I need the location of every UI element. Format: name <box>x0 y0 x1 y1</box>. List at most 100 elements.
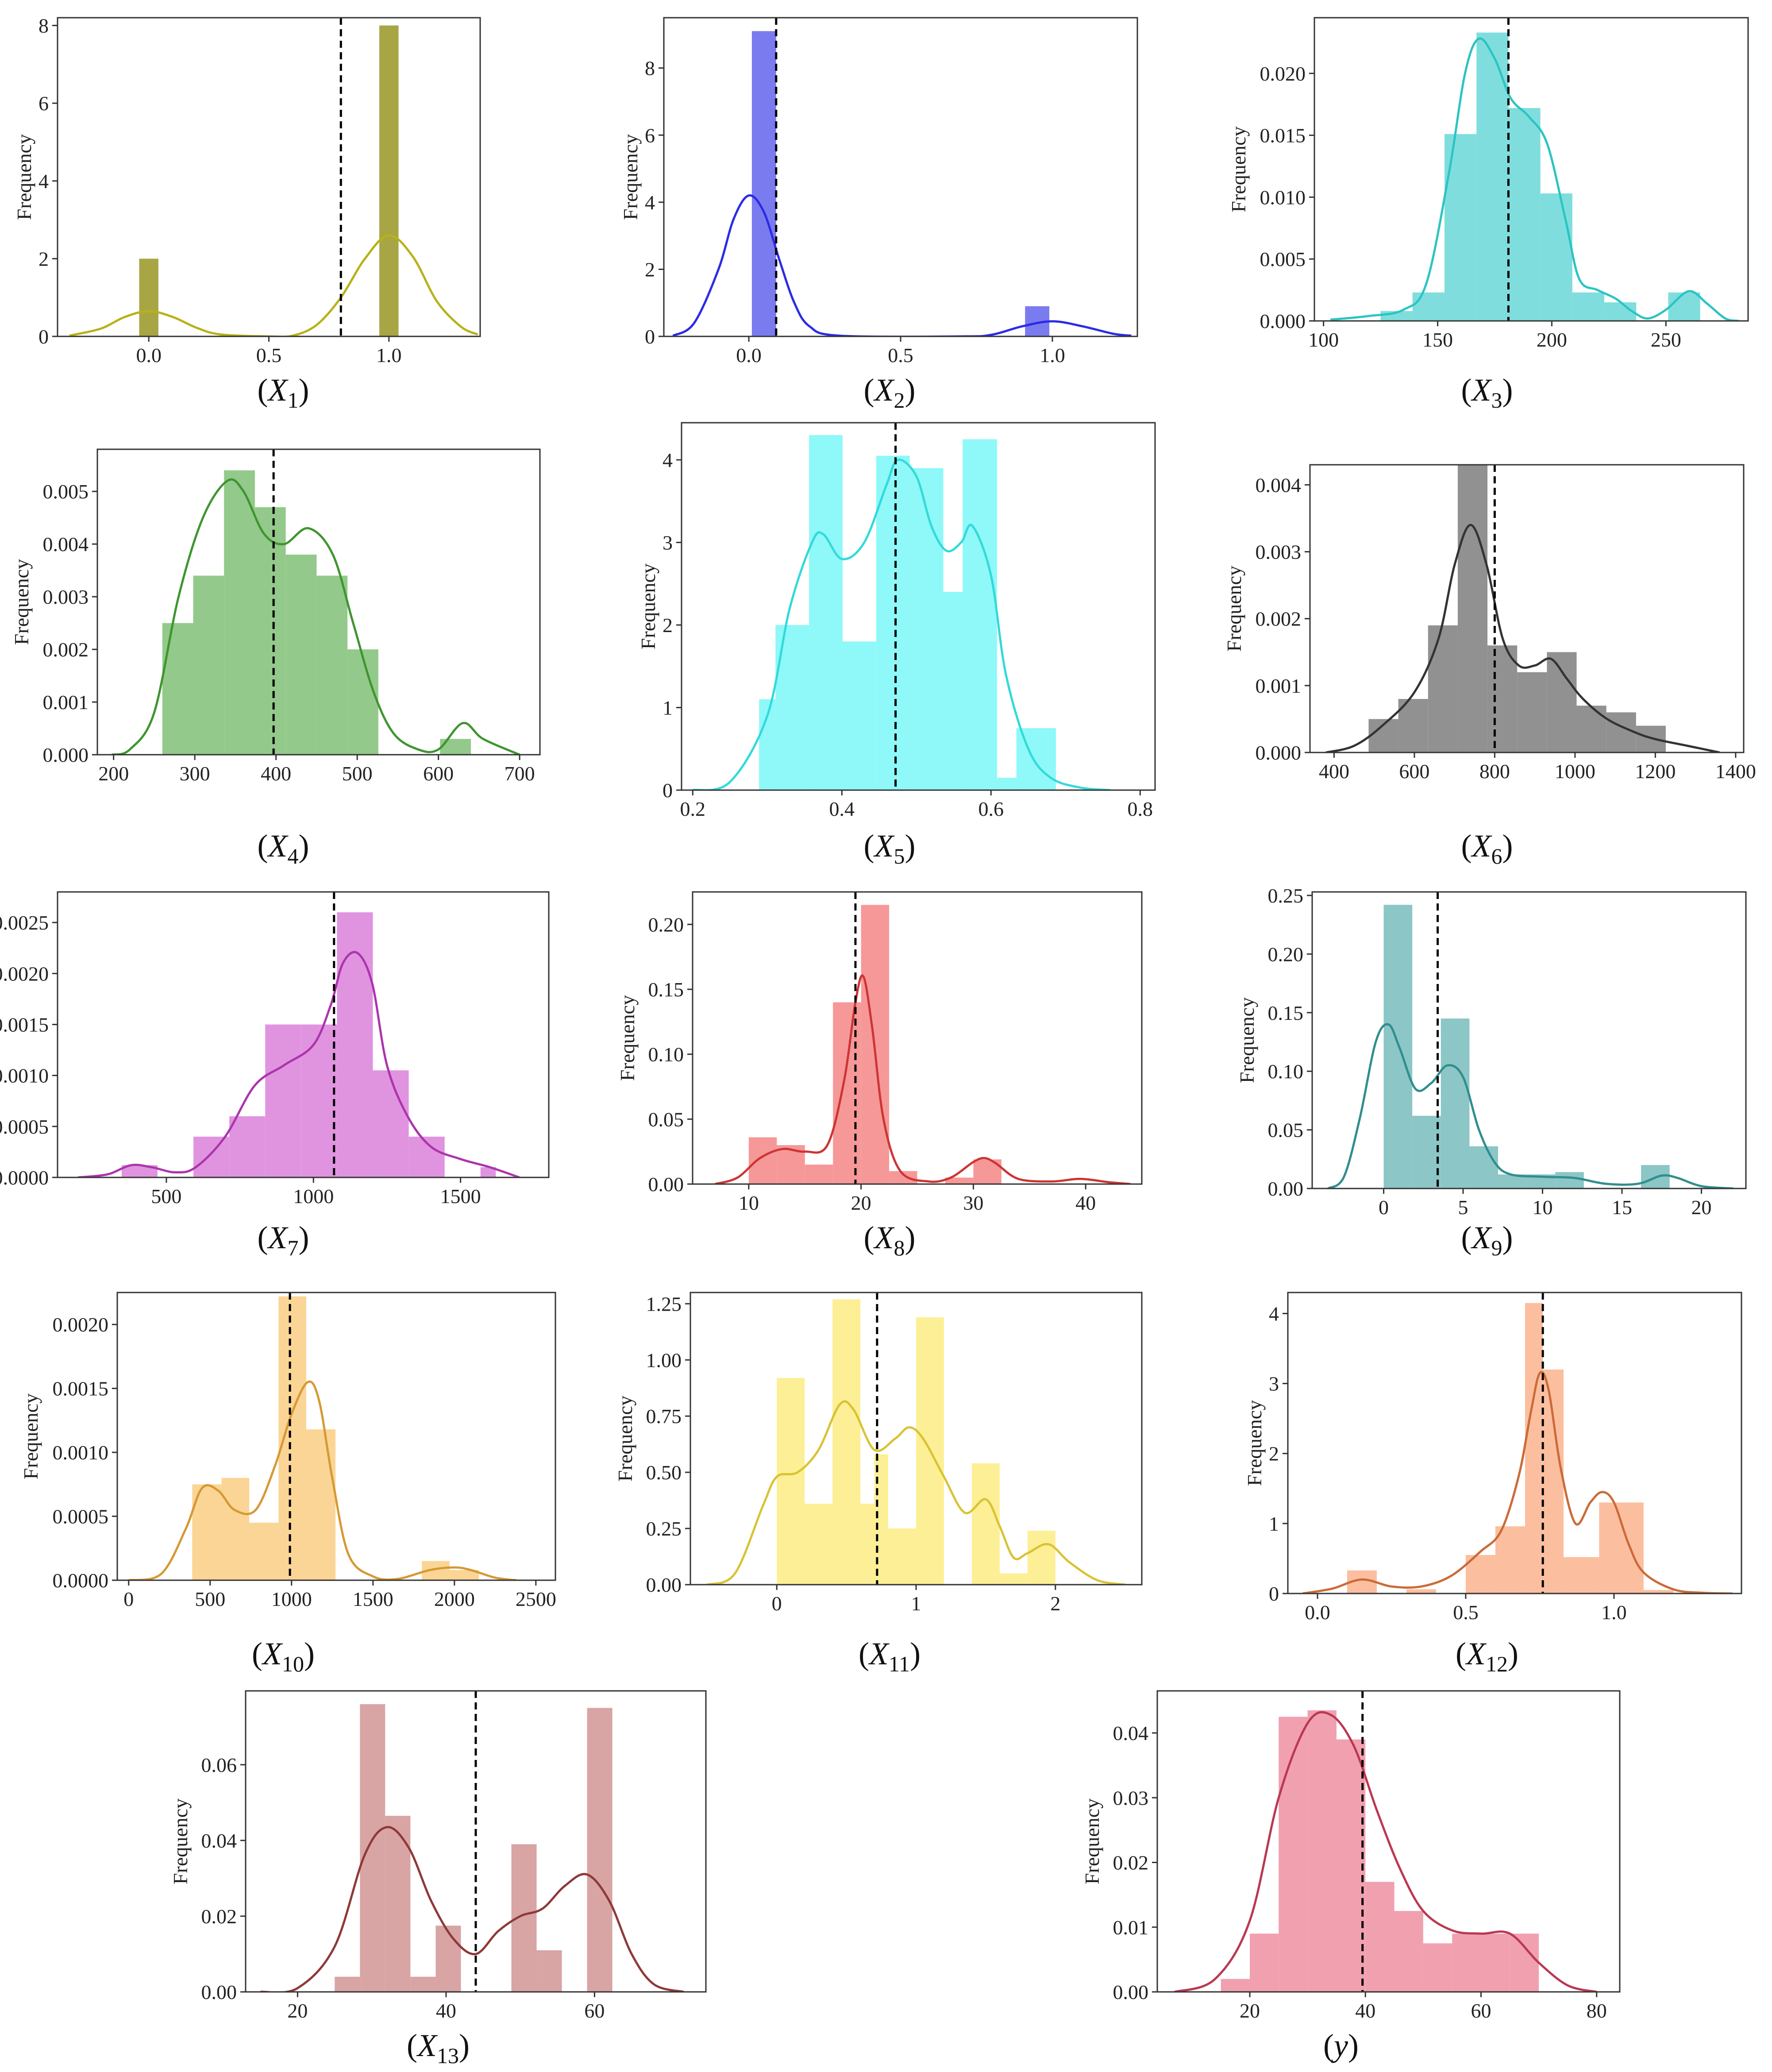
histogram-bar <box>971 1463 1000 1585</box>
histogram-bar <box>1406 1589 1436 1594</box>
caption-subscript: 12 <box>1486 1651 1508 1676</box>
x-tick-label: 1400 <box>1715 760 1756 783</box>
caption-open-paren: ( <box>859 1636 869 1671</box>
y-tick-label: 0.00 <box>201 1981 237 2003</box>
x-tick-label: 40 <box>1355 1999 1375 2022</box>
y-tick-label: 2 <box>39 247 49 270</box>
histogram-bar <box>306 1429 336 1580</box>
y-axis-label: Frequency <box>637 563 659 649</box>
chart-panel-x4: 200 300 400 500 600 700 0.000 0.001 0.002 0.003 0.… <box>10 448 541 868</box>
histogram-bar <box>347 649 378 755</box>
plot-area-x13 <box>260 1704 684 1992</box>
caption-variable: X <box>873 1220 895 1255</box>
caption-variable: X <box>1471 828 1493 864</box>
y-axis-label: Frequency <box>1081 1798 1103 1884</box>
histogram-bar <box>385 1816 411 1992</box>
axes-frame <box>1311 891 1747 1189</box>
histogram-bar <box>1250 1933 1279 1992</box>
histogram-bar <box>842 641 876 790</box>
histogram-bar <box>1576 706 1606 752</box>
chart-panel-x7: 500 1000 1500 0.0000 0.0005 0.0010 0.0015 0.002… <box>0 891 550 1260</box>
kde-curve <box>260 1826 684 1992</box>
histogram-bar <box>193 1136 230 1177</box>
y-tick-label: 0.005 <box>1260 248 1306 270</box>
histogram-bar <box>139 259 158 336</box>
histogram-bar <box>1668 292 1700 321</box>
y-tick-label: 0.00 <box>648 1173 684 1196</box>
x-tick-label: 0.5 <box>256 344 282 367</box>
kde-curve <box>128 1380 516 1580</box>
x-tick-label: 150 <box>1422 328 1453 351</box>
histogram-bar <box>1452 1933 1481 1992</box>
y-tick-label: 4 <box>1269 1302 1279 1325</box>
x-tick-label: 1.0 <box>1601 1601 1627 1624</box>
caption-open-paren: ( <box>1456 1636 1466 1671</box>
x-tick-label: 2500 <box>516 1588 556 1610</box>
y-tick-label: 0.02 <box>1113 1852 1149 1874</box>
histogram-bar <box>265 1024 301 1177</box>
y-tick-label: 0 <box>663 779 673 802</box>
y-tick-label: 0.10 <box>648 1043 684 1066</box>
caption-open-paren: ( <box>258 372 268 408</box>
caption-close-paren: ) <box>905 372 915 408</box>
histogram-bar <box>1643 1590 1673 1594</box>
caption-subscript: 9 <box>1491 1235 1502 1260</box>
kde-curve <box>715 974 1131 1184</box>
kde-curve <box>1330 37 1739 321</box>
caption-open-paren: ( <box>864 372 874 408</box>
y-tick-label: 0.0010 <box>53 1441 109 1464</box>
y-tick-label: 8 <box>645 57 655 80</box>
histogram-bar <box>1555 1172 1584 1188</box>
caption-subscript: 3 <box>1491 388 1502 413</box>
caption-variable: X <box>267 372 289 408</box>
panel-caption: (X3) <box>1461 372 1513 413</box>
kde-curve <box>1174 1711 1597 1992</box>
histogram-bar <box>1564 1557 1599 1594</box>
histogram-bar <box>748 1137 777 1184</box>
plot-area-x1 <box>69 25 478 336</box>
x-tick-label: 600 <box>423 762 454 785</box>
y-tick-label: 0.06 <box>201 1754 237 1776</box>
plot-area-x10 <box>128 1296 516 1580</box>
y-tick-label: 0.75 <box>646 1405 682 1428</box>
x-tick-label: 0.8 <box>1128 798 1153 820</box>
caption-subscript: 8 <box>894 1235 905 1260</box>
histogram-bar <box>435 1925 461 1992</box>
y-tick-label: 3 <box>663 531 673 554</box>
histogram-bar <box>909 468 944 790</box>
x-tick-label: 20 <box>851 1192 871 1214</box>
y-axis-label: Frequency <box>169 1798 192 1884</box>
y-tick-label: 3 <box>1269 1373 1279 1395</box>
histogram-bar <box>888 1528 916 1585</box>
histogram-bar <box>1547 652 1577 752</box>
y-tick-label: 0.002 <box>43 638 89 661</box>
histogram-bar <box>1481 1933 1510 1992</box>
x-tick-label: 60 <box>584 1999 605 2022</box>
y-tick-label: 0.0000 <box>0 1166 49 1189</box>
x-tick-label: 20 <box>1691 1196 1711 1219</box>
caption-subscript: 6 <box>1491 844 1502 868</box>
panel-caption: (X5) <box>864 828 916 868</box>
histogram-bar <box>1636 725 1666 752</box>
caption-variable: X <box>267 1220 289 1255</box>
panel-caption: (X4) <box>258 828 309 868</box>
histogram-bar <box>1599 1502 1644 1594</box>
panel-caption: (y) <box>1323 2028 1359 2063</box>
x-tick-label: 40 <box>1075 1192 1096 1214</box>
x-tick-label: 0.6 <box>978 798 1004 820</box>
y-axis-label: Frequency <box>616 995 639 1081</box>
x-tick-label: 800 <box>1479 760 1510 783</box>
kde-curve <box>692 459 1111 790</box>
kde-curve <box>672 194 1132 336</box>
y-tick-label: 0.15 <box>1268 1002 1304 1024</box>
chart-panel-x10: 0 500 1000 1500 2000 2500 0.0000 0.0005 0.0010 0.… <box>19 1292 556 1676</box>
y-axis-label: Frequency <box>619 134 642 220</box>
caption-open-paren: ( <box>864 828 874 864</box>
histogram-bar <box>249 1523 279 1580</box>
histogram-bar <box>1307 1710 1337 1992</box>
histogram-bar <box>997 778 1017 790</box>
caption-open-paren: ( <box>407 2028 417 2063</box>
y-tick-label: 0.0020 <box>53 1313 109 1336</box>
caption-open-paren: ( <box>864 1220 874 1255</box>
